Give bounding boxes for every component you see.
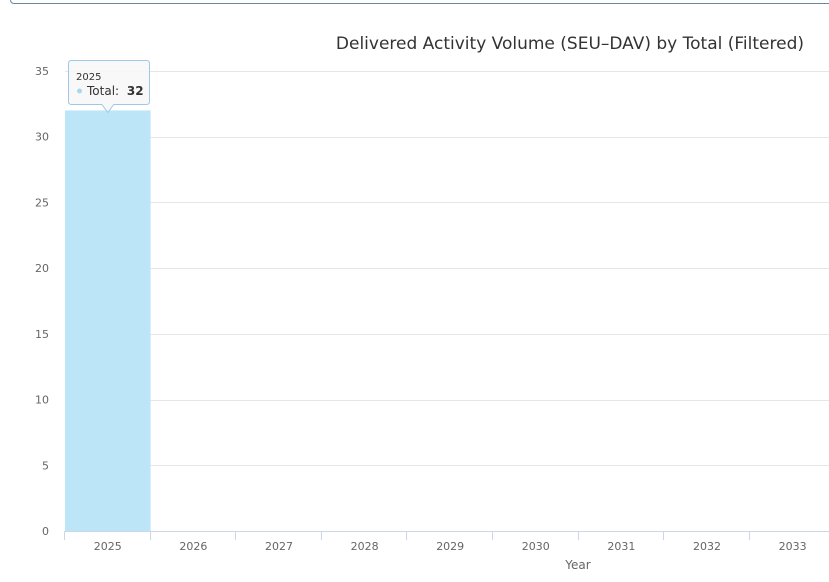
bar-series: [65, 110, 151, 531]
gridlines: [65, 71, 829, 466]
y-tick-label-0: 0: [42, 525, 49, 538]
x-tick-label-2029: 2029: [436, 540, 464, 553]
chart-title: Delivered Activity Volume (SEU–DAV) by T…: [336, 34, 804, 54]
x-tick-label-2032: 2032: [693, 540, 721, 553]
y-tick-label-5: 5: [42, 459, 49, 472]
x-tick-label-2028: 2028: [351, 540, 379, 553]
y-tick-label-25: 25: [35, 196, 49, 209]
tooltip-series-dot: [77, 88, 82, 94]
y-tick-label-15: 15: [35, 328, 49, 341]
x-tick-label-2031: 2031: [607, 540, 635, 553]
x-axis: 2025 2026 2027 2028 2029 2030 2031 2032 2033: [64, 531, 829, 553]
y-tick-label-10: 10: [35, 394, 49, 407]
x-tick-label-2027: 2027: [265, 540, 293, 553]
x-tick-label-2025: 2025: [94, 540, 122, 553]
tooltip-series-text: Total: 32: [86, 84, 144, 98]
tooltip-series-label: Total:: [86, 84, 119, 98]
y-tick-label-35: 35: [35, 65, 49, 78]
tooltip: 2025 Total: 32: [68, 60, 150, 114]
tooltip-box: [68, 60, 150, 114]
tooltip-category: 2025: [76, 72, 101, 83]
bar-2025: [65, 110, 151, 531]
x-tick-label-2030: 2030: [522, 540, 550, 553]
y-tick-label-20: 20: [35, 262, 49, 275]
y-tick-label-30: 30: [35, 131, 49, 144]
top-panel-frame: [10, 0, 829, 4]
y-axis: 0 5 10 15 20 25 30 35: [35, 65, 49, 538]
x-tick-label-2033: 2033: [779, 540, 807, 553]
tooltip-series-value: 32: [127, 84, 144, 98]
x-tick-label-2026: 2026: [179, 540, 207, 553]
x-axis-title: Year: [564, 558, 590, 572]
